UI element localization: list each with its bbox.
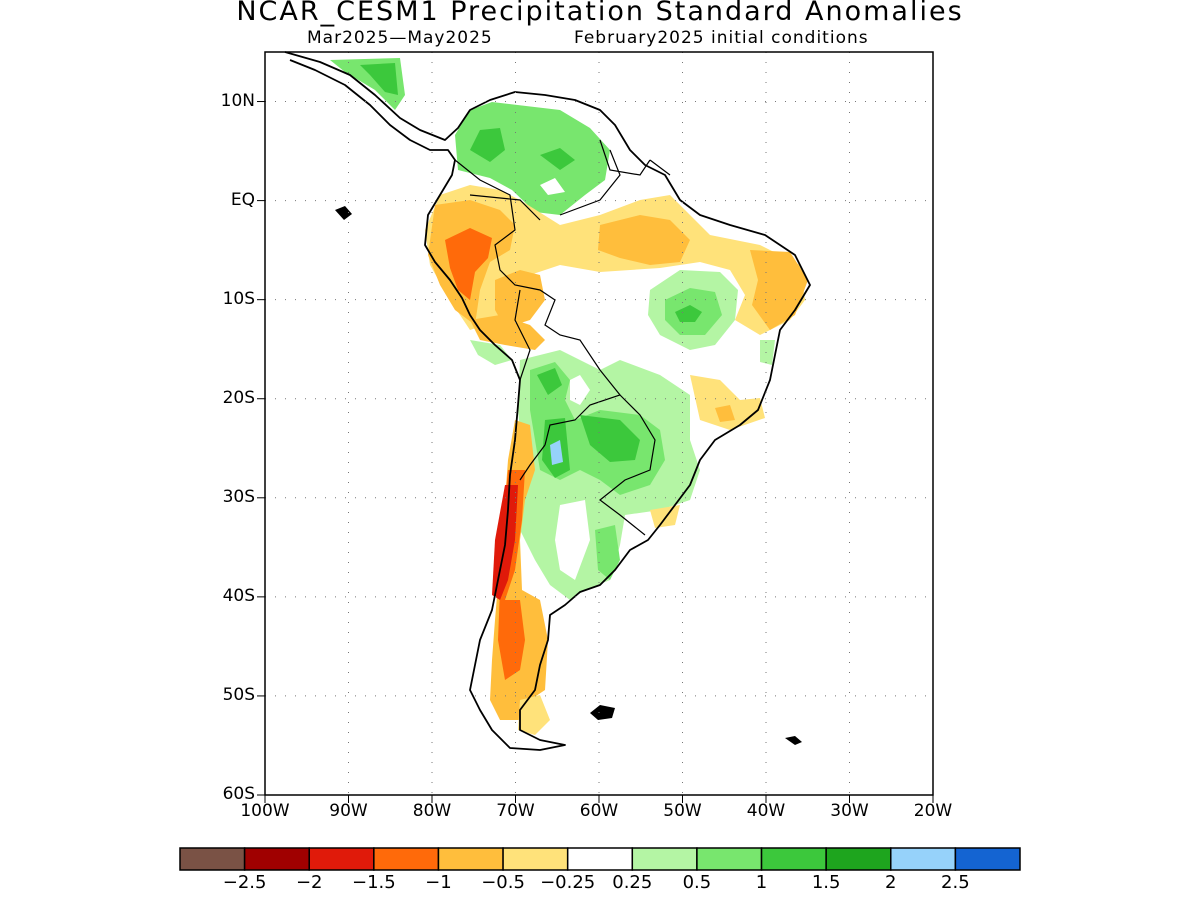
- colorbar-swatch: [566, 847, 634, 871]
- colorbar-label: 1: [755, 872, 768, 893]
- colorbar-label: −1: [425, 872, 452, 893]
- colorbar-swatch: [179, 847, 246, 871]
- lat-lon-grid: [257, 52, 934, 803]
- coastline: [284, 51, 811, 751]
- falkland-islands: [590, 705, 615, 720]
- x-tick-label: 60W: [579, 801, 619, 821]
- colorbar-swatch: [954, 847, 1021, 871]
- y-tick-label: 30S: [222, 486, 255, 507]
- x-tick-label: 20W: [913, 801, 953, 821]
- colorbar-swatch: [631, 847, 698, 871]
- colorbar-label: 2: [885, 872, 897, 893]
- anomaly-region: [580, 415, 640, 462]
- y-tick-label: EQ: [230, 189, 255, 210]
- anomaly-region: [750, 250, 808, 330]
- x-tick-label: 100W: [240, 801, 290, 821]
- colorbar-swatch: [825, 847, 892, 871]
- anomaly-region: [715, 405, 735, 422]
- colorbar-label: −0.25: [540, 872, 596, 893]
- x-tick-label: 30W: [830, 801, 869, 821]
- anomaly-region: [570, 375, 590, 405]
- anomaly-region: [650, 505, 680, 528]
- y-tick-label: 10N: [220, 90, 255, 111]
- south-georgia: [785, 736, 802, 745]
- anomaly-region: [555, 500, 590, 580]
- colorbar-label: 1.5: [811, 872, 841, 893]
- x-tick-label: 70W: [496, 801, 535, 821]
- y-tick-label: 10S: [222, 288, 255, 309]
- anomaly-region: [470, 340, 512, 365]
- anomaly-region: [445, 228, 492, 300]
- chart-title: NCAR_CESM1 Precipitation Standard Anomal…: [236, 0, 964, 27]
- x-tick-label: 80W: [412, 801, 452, 821]
- initial-conditions-label: February2025 initial conditions: [574, 28, 869, 48]
- anomaly-region: [598, 215, 690, 265]
- anomaly-region: [540, 178, 565, 195]
- anomaly-region: [550, 440, 563, 465]
- colorbar-label: −1.5: [351, 872, 396, 893]
- anomaly-region: [537, 368, 562, 395]
- anomaly-region: [690, 375, 765, 430]
- y-tick-label: 40S: [222, 585, 255, 606]
- x-tick-label: 40W: [746, 801, 786, 821]
- colorbar-label: −2: [295, 872, 323, 893]
- colorbar-swatch: [243, 847, 310, 871]
- anomaly-region: [760, 340, 775, 365]
- colorbar-swatch: [502, 847, 569, 871]
- anomaly-region: [540, 148, 575, 170]
- colorbar: [179, 847, 1021, 871]
- y-tick-label: 50S: [222, 684, 255, 705]
- colorbar-swatch: [437, 847, 504, 871]
- colorbar-label: 0.5: [682, 872, 712, 893]
- colorbar-label: −0.5: [481, 872, 525, 893]
- colorbar-label: −2.5: [222, 872, 267, 893]
- colorbar-swatch: [373, 847, 440, 871]
- anomaly-region: [360, 63, 398, 95]
- anomaly-region: [518, 695, 550, 735]
- anomaly-fields: [330, 58, 808, 735]
- anomaly-region: [470, 128, 505, 162]
- x-tick-label: 50W: [663, 801, 702, 821]
- anomaly-region: [495, 270, 545, 328]
- country-borders: [454, 139, 671, 536]
- y-tick-label: 20S: [222, 387, 255, 408]
- colorbar-swatch: [760, 847, 827, 871]
- season-label: Mar2025—May2025: [307, 28, 493, 48]
- colorbar-label: 0.25: [612, 872, 653, 893]
- y-tick-label: 60S: [222, 784, 255, 804]
- galapagos: [335, 206, 352, 220]
- anomaly-region: [675, 305, 702, 322]
- colorbar-swatch: [696, 847, 763, 871]
- colorbar-label: 2.5: [941, 872, 970, 893]
- anomaly-region: [595, 525, 620, 580]
- plot-frame: [264, 51, 934, 796]
- x-tick-label: 90W: [329, 801, 368, 821]
- colorbar-swatch: [890, 847, 957, 871]
- colorbar-swatch: [308, 847, 375, 871]
